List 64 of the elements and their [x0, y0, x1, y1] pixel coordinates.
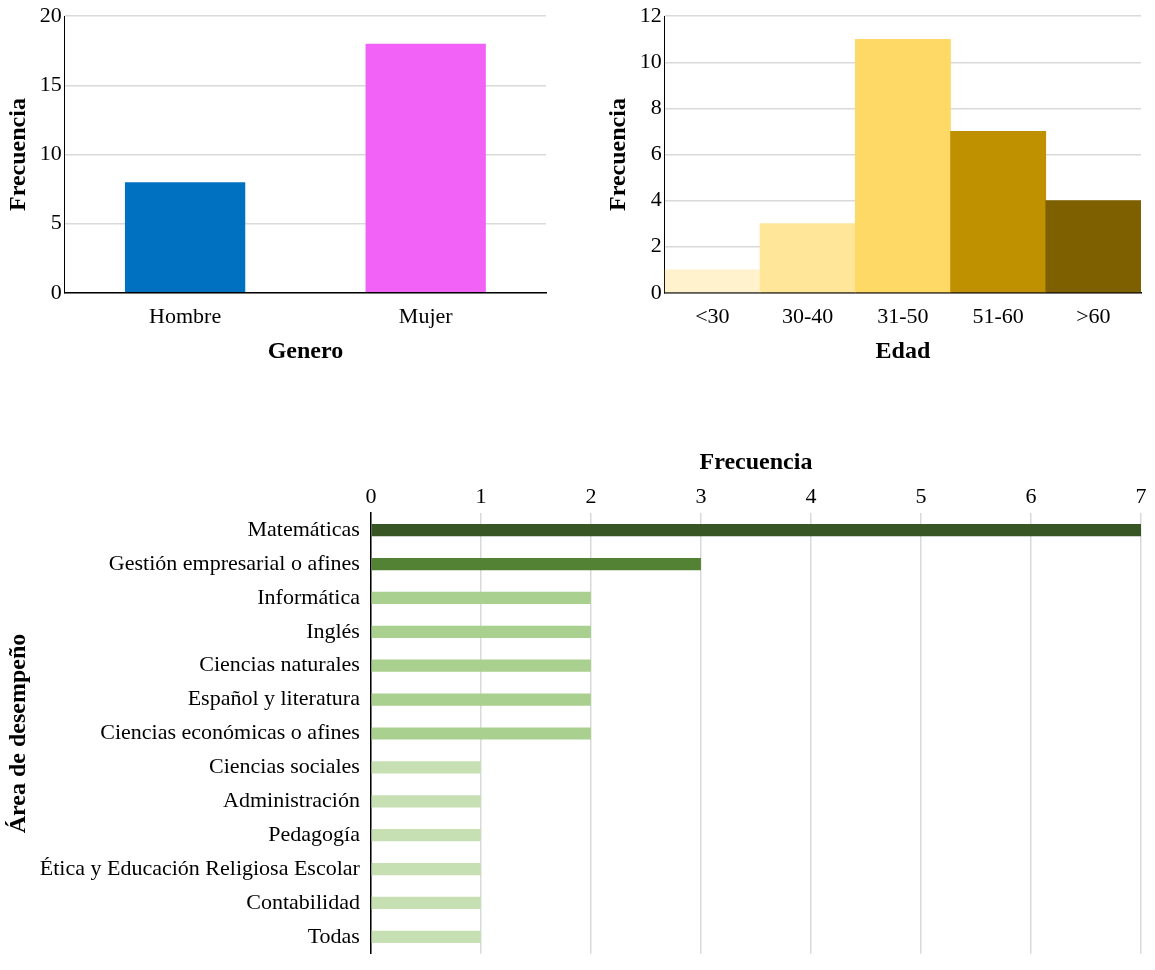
bar: [371, 591, 591, 605]
x-axis-title: Frecuencia: [699, 447, 813, 474]
bar: [664, 269, 761, 293]
y-axis-title: Área de desempeño: [3, 633, 30, 834]
y-tick-label: 10: [39, 140, 62, 166]
x-tick-label: Hombre: [149, 302, 222, 328]
x-tick-label: Mujer: [398, 302, 454, 328]
bar: [1045, 200, 1141, 293]
y-tick-label: 2: [650, 232, 662, 258]
y-tick-label: 0: [50, 278, 62, 304]
y-tick-label: 12: [639, 1, 662, 27]
y-tick-label: Ética y Educación Religiosa Escolar: [39, 854, 361, 880]
y-tick-label: 0: [650, 278, 662, 304]
x-axis-title: Genero: [267, 336, 344, 363]
y-tick-label: Informática: [257, 583, 361, 609]
x-tick-label: 7: [1135, 482, 1147, 508]
x-tick-label: 6: [1025, 482, 1037, 508]
bar: [950, 131, 1047, 293]
y-tick-label: 8: [650, 94, 662, 120]
y-tick-label: Ciencias sociales: [209, 753, 360, 779]
x-tick-label: 51-60: [972, 302, 1024, 328]
y-tick-label: Inglés: [306, 617, 360, 643]
x-tick-label: 0: [365, 482, 377, 508]
bar: [371, 727, 591, 740]
x-tick-label: 31-50: [877, 302, 929, 328]
bar: [371, 829, 481, 842]
y-tick-label: Ciencias económicas o afines: [100, 719, 360, 745]
y-tick-label: 5: [50, 209, 62, 235]
y-axis-title: Frecuencia: [603, 98, 630, 211]
bar: [371, 625, 591, 638]
y-tick-label: 4: [650, 186, 662, 212]
y-tick-label: 20: [39, 1, 62, 27]
bar: [371, 795, 481, 808]
x-tick-label: 3: [695, 482, 707, 508]
y-tick-label: 6: [650, 140, 662, 166]
y-tick-label: Contabilidad: [246, 888, 360, 914]
x-tick-label: 4: [805, 482, 817, 508]
x-axis-title: Edad: [875, 336, 931, 363]
x-tick-label: >60: [1076, 302, 1111, 328]
bar: [371, 693, 591, 706]
y-tick-label: 10: [639, 48, 662, 74]
bar: [371, 524, 1141, 537]
y-tick-label: Todas: [307, 922, 360, 948]
y-tick-label: 15: [39, 71, 62, 97]
bar: [371, 659, 591, 672]
y-axis-title: Frecuencia: [3, 98, 30, 211]
bar: [759, 223, 856, 293]
bar: [371, 862, 481, 876]
y-tick-label: Gestión empresarial o afines: [108, 549, 360, 575]
bar: [371, 761, 481, 774]
bar: [371, 557, 701, 571]
x-tick-label: <30: [695, 302, 730, 328]
x-tick-label: 5: [915, 482, 927, 508]
y-tick-label: Matemáticas: [247, 515, 360, 541]
y-tick-label: Pedagogía: [268, 820, 361, 846]
bar: [371, 930, 481, 943]
y-tick-label: Administración: [223, 787, 360, 813]
bar: [371, 896, 481, 910]
y-tick-label: Español y literatura: [187, 685, 361, 711]
x-tick-label: 1: [475, 482, 487, 508]
bar: [854, 38, 951, 293]
y-tick-label: Ciencias naturales: [199, 651, 360, 677]
x-tick-label: 2: [585, 482, 597, 508]
x-tick-label: 30-40: [782, 302, 834, 328]
